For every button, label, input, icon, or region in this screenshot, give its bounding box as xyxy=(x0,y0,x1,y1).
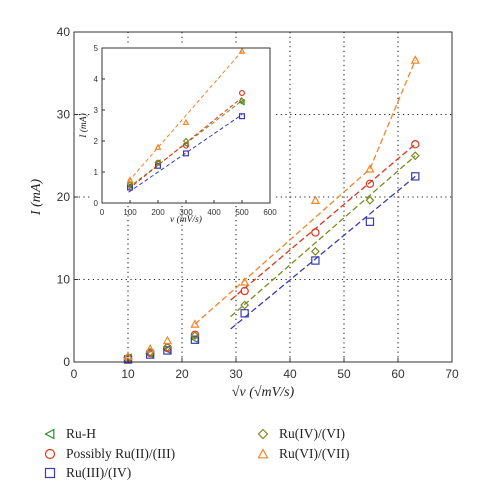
y-tick-label-1: 10 xyxy=(57,273,71,287)
x-tick-label-5: 50 xyxy=(337,367,351,381)
inset-y-tick-label-3: 3 xyxy=(94,106,99,115)
point-ru-iii-iv-2 xyxy=(163,346,172,355)
x-tick-label-3: 30 xyxy=(229,367,243,381)
x-tick-label-7: 70 xyxy=(445,367,459,381)
inset-point-possibly-ru-ii-iii-3 xyxy=(239,89,246,96)
point-ru-vi-vii-5 xyxy=(310,195,320,204)
point-ru-iii-iv-6 xyxy=(365,217,375,226)
point-possibly-ru-ii-iii-7 xyxy=(411,139,420,149)
inset-y-tick-label-1: 1 xyxy=(94,168,99,177)
inset-point-ru-iii-iv-0 xyxy=(126,184,133,191)
inset-plot: 0 100 200 300 400 500 600 0 1 2 3 4 5 ν (mV/s) I (mA) xyxy=(78,44,277,225)
y-tick-label-0: 0 xyxy=(63,355,70,369)
fit-line-ru-iii-iv xyxy=(230,175,416,330)
fit-line-ru-vi-vii xyxy=(194,59,416,325)
x-tick-label-6: 60 xyxy=(391,367,405,381)
point-possibly-ru-ii-iii-6 xyxy=(365,179,375,188)
inset-point-ru-iii-iv-1 xyxy=(155,162,162,169)
inset-fit-line-ru-iv-vi xyxy=(128,100,243,188)
x-tick-label-0: 0 xyxy=(71,367,78,381)
x-tick-label-4: 40 xyxy=(283,367,297,381)
inset-x-tick-label-1: 100 xyxy=(123,208,137,217)
fit-line-ru-iv-vi xyxy=(230,155,416,318)
inset-y-tick-label-2: 2 xyxy=(94,137,99,146)
inset-x-tick-label-0: 0 xyxy=(100,208,105,217)
inset-y-axis-label: I (mA) xyxy=(78,113,89,139)
point-ru-iv-vi-4 xyxy=(240,300,250,310)
y-axis-label: I (mA) xyxy=(29,179,44,216)
inset-point-ru-iii-iv-2 xyxy=(183,150,190,157)
inset-point-ru-iv-vi-3 xyxy=(238,97,246,104)
inset-y-tick-label-5: 5 xyxy=(94,44,99,53)
point-ru-iii-iv-5 xyxy=(311,256,320,265)
inset-fit-line-ru-iii-iv xyxy=(128,114,243,193)
inset-x-tick-label-5: 500 xyxy=(235,208,249,217)
x-axis-label: √ν (√mV/s) xyxy=(232,385,295,400)
y-tick-label-2: 20 xyxy=(57,190,71,204)
point-ru-vi-vii-7 xyxy=(410,55,420,64)
inset-point-ru-iii-iv-3 xyxy=(239,113,246,120)
point-ru-vi-vii-1 xyxy=(145,343,155,353)
inset-point-ru-iv-vi-2 xyxy=(182,137,190,145)
point-possibly-ru-ii-iii-4 xyxy=(240,286,249,296)
point-ru-iii-iv-4 xyxy=(240,309,249,318)
inset-y-tick-label-0: 0 xyxy=(94,199,99,208)
point-ru-iv-vi-5 xyxy=(310,247,320,256)
point-ru-iii-iv-7 xyxy=(411,172,420,181)
inset-x-tick-label-4: 400 xyxy=(207,208,221,217)
inset-point-ru-iv-vi-1 xyxy=(154,159,162,166)
point-ru-vi-vii-3 xyxy=(190,319,200,328)
inset-fit-line-ru-vi-vii xyxy=(128,50,243,182)
inset-point-ru-vi-vii-0 xyxy=(126,176,134,183)
inset-point-ru-vi-vii-1 xyxy=(154,143,162,150)
x-tick-label-2: 20 xyxy=(175,367,189,381)
point-ru-iv-vi-2 xyxy=(162,342,172,352)
inset-x-axis-label: ν (mV/s) xyxy=(170,214,202,225)
inset-x-tick-label-3: 300 xyxy=(179,208,193,217)
y-tick-label-4: 40 xyxy=(57,25,71,39)
x-tick-label-1: 10 xyxy=(121,367,135,381)
inset-point-ru-vi-vii-2 xyxy=(182,118,190,126)
point-ru-iv-vi-6 xyxy=(365,195,375,205)
point-ru-vi-vii-4 xyxy=(240,277,250,286)
point-ru-iii-iv-1 xyxy=(145,350,155,359)
inset-x-tick-label-2: 200 xyxy=(151,208,165,217)
point-ru-iii-iv-3 xyxy=(190,335,200,344)
point-ru-iv-vi-3 xyxy=(190,331,200,341)
point-ru-vi-vii-6 xyxy=(365,164,375,173)
point-ru-vi-vii-2 xyxy=(162,335,173,345)
inset-point-ru-iv-vi-0 xyxy=(126,181,134,188)
fit-line-possibly-ru-ii-iii xyxy=(230,143,416,301)
point-possibly-ru-ii-iii-5 xyxy=(311,228,320,237)
inset-x-tick-label-6: 600 xyxy=(263,208,277,217)
inset-y-tick-label-4: 4 xyxy=(94,75,99,84)
inset-point-ru-vi-vii-3 xyxy=(238,47,246,54)
inset-background xyxy=(90,46,275,206)
point-ru-iv-vi-7 xyxy=(410,151,420,161)
y-tick-label-3: 30 xyxy=(57,108,71,122)
